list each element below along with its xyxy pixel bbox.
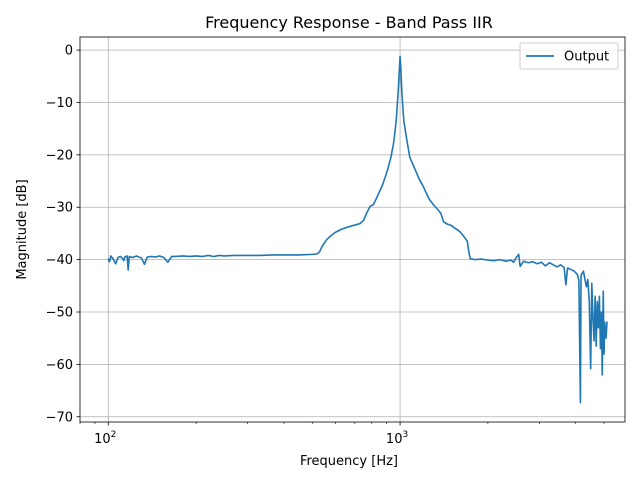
legend-box [519,42,619,70]
y-tick-label: −40 [46,253,73,268]
y-tick-label: −60 [46,358,73,373]
x-tick-label: 103 [386,430,408,447]
y-tick-label: −50 [46,306,73,321]
series-line-output [107,55,608,404]
x-axis-label: Frequency [Hz] [300,454,398,469]
legend-label: Output [564,50,609,65]
x-tick-exponent: 2 [111,430,117,440]
series-layer [107,55,608,404]
y-tick-label: −30 [46,201,73,216]
y-tick-label: −20 [46,148,73,163]
x-tick-base: 10 [386,432,403,447]
y-tick-label: −70 [46,410,73,425]
grid-layer [80,37,625,422]
legend: Output [519,42,619,70]
y-tick-label: −10 [46,96,73,111]
y-tick-label: 0 [65,44,73,59]
x-tick-exponent: 3 [402,430,408,440]
y-axis-label: Magnitude [dB] [15,179,30,279]
x-tick-label: 102 [94,430,116,447]
plot-frame [79,36,626,423]
x-tick-base: 10 [94,432,111,447]
chart-title: Frequency Response - Band Pass IIR [205,13,493,32]
